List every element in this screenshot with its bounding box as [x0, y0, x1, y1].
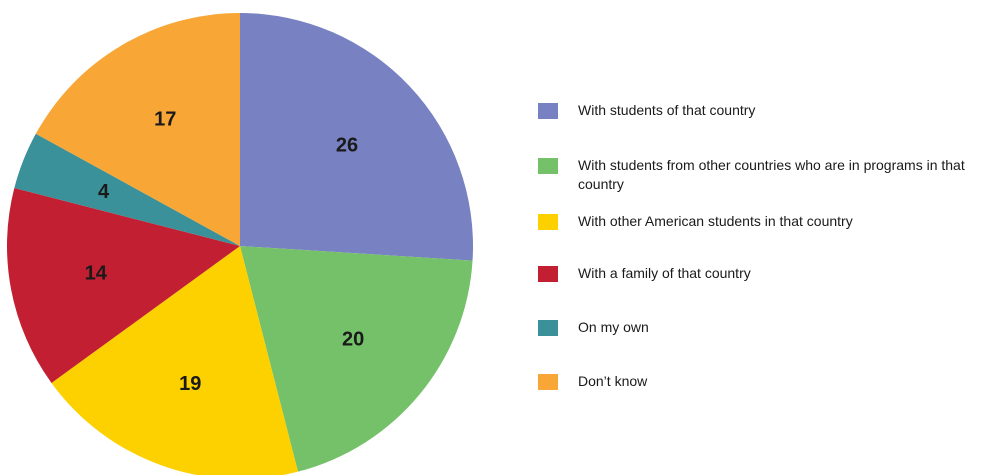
slice-value-label-2: 19	[179, 373, 201, 395]
pie-slice-4	[14, 133, 240, 246]
legend-label-2: With other American students in that cou…	[578, 213, 853, 229]
legend-swatch-5	[538, 374, 558, 390]
pie-slices	[7, 13, 473, 475]
legend-swatch-0	[538, 103, 558, 119]
pie-slice-5	[35, 13, 240, 246]
slice-value-label-4: 4	[98, 181, 110, 203]
slice-value-label-0: 26	[336, 135, 358, 157]
pie-value-labels: 26 20 19 14 4 17	[85, 109, 365, 395]
pie-slice-3	[7, 188, 241, 383]
legend-label-3: With a family of that country	[578, 265, 751, 281]
legend-label-4: On my own	[578, 319, 649, 335]
pie-slice-2	[51, 246, 298, 475]
slice-value-label-3: 14	[85, 263, 108, 285]
legend-label-0: With students of that country	[578, 102, 756, 118]
legend-swatch-4	[538, 320, 558, 336]
legend-swatch-1	[538, 158, 558, 174]
pie-slice-0	[240, 13, 473, 261]
legend-label-1: With students from other countries who a…	[578, 157, 965, 192]
chart-legend: With students of that country With studen…	[538, 0, 1004, 475]
pie-chart-svg: 26 20 19 14 4 17	[7, 13, 473, 475]
slice-value-label-1: 20	[342, 329, 364, 351]
legend-label-5: Don’t know	[578, 373, 648, 389]
pie-chart: 26 20 19 14 4 17	[0, 0, 500, 475]
legend-swatch-3	[538, 266, 558, 282]
legend-swatch-2	[538, 214, 558, 230]
pie-slice-1	[240, 246, 473, 472]
slice-value-label-5: 17	[154, 109, 176, 131]
